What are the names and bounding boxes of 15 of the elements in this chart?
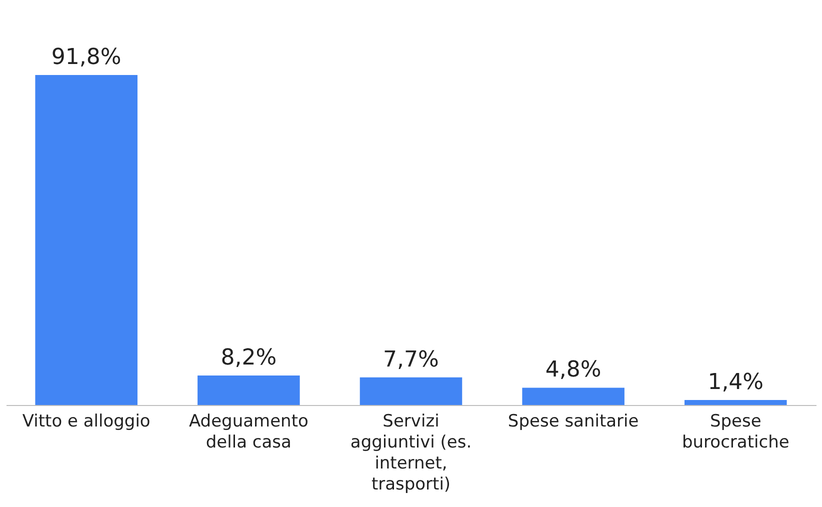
data-label: 91,8%: [51, 45, 122, 70]
data-label: 7,7%: [383, 347, 439, 372]
bar: [522, 388, 624, 405]
data-label: 8,2%: [220, 346, 277, 371]
bar: [360, 377, 462, 405]
bar: [35, 75, 138, 405]
bar: [198, 376, 300, 405]
x-tick-label: Spese sanitarie: [508, 412, 639, 432]
data-label: 4,8%: [545, 358, 602, 383]
x-tick-label: Spese burocratiche: [682, 412, 790, 452]
bar: [684, 400, 787, 405]
x-tick-label: Adeguamento della casa: [188, 412, 308, 452]
data-label: 1,4%: [708, 370, 764, 395]
x-tick-label: Servizi aggiuntivi (es. internet, trasporti): [350, 412, 472, 494]
x-tick-label: Vitto e alloggio: [22, 412, 150, 432]
